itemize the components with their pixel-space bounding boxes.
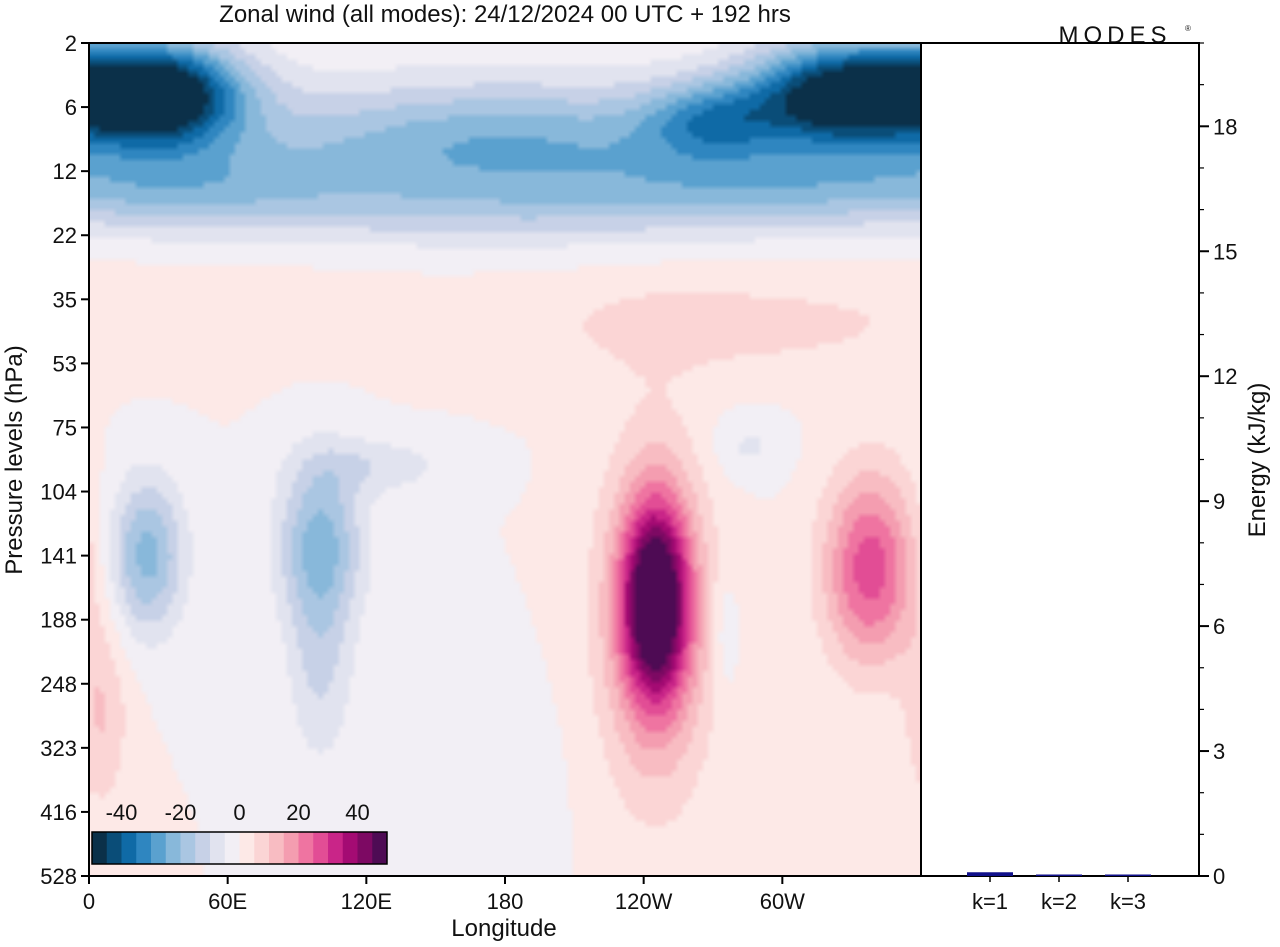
chart-title: Zonal wind (all modes): 24/12/2024 00 UT… (219, 1, 791, 28)
y-tick-label: 35 (53, 287, 77, 312)
colorbar-swatch (328, 832, 344, 864)
energy-tick-label: 0 (1213, 864, 1225, 889)
x-tick-label: 60W (760, 889, 805, 914)
colorbar-swatch (136, 832, 152, 864)
colorbar-swatch (106, 832, 122, 864)
colorbar-swatch (269, 832, 285, 864)
x-axis-label: Longitude (451, 915, 556, 942)
heatmap-field (89, 43, 921, 876)
longitude-axis: 0 60E 120E 180 120W 60W (83, 876, 805, 914)
y-tick-label: 323 (40, 736, 77, 761)
y-tick-label: 188 (40, 608, 77, 633)
registered-mark: ® (1185, 24, 1191, 33)
colorbar-swatch (92, 832, 108, 864)
y-tick-label: 2 (65, 31, 77, 56)
colorbar-swatch (357, 832, 373, 864)
energy-tick-label: 15 (1213, 239, 1237, 264)
y-tick-label: 6 (65, 95, 77, 120)
y-tick-label: 53 (53, 351, 77, 376)
pressure-axis: 2 6 12 22 35 53 75 104 141 188 248 323 416 528 (40, 31, 89, 889)
colorbar-label: 40 (345, 800, 369, 825)
colorbar-swatch (210, 832, 226, 864)
colorbar-swatch (372, 832, 388, 864)
colorbar-swatch (195, 832, 211, 864)
energy-axis-label: Energy (kJ/kg) (1244, 383, 1271, 538)
colorbar-swatch (283, 832, 299, 864)
y-tick-label: 12 (53, 159, 77, 184)
y-tick-label: 528 (40, 864, 77, 889)
x-tick-label: 0 (83, 889, 95, 914)
k-label: k=2 (1041, 889, 1077, 914)
colorbar-swatch (165, 832, 181, 864)
x-tick-label: 120W (615, 889, 673, 914)
y-tick-label: 416 (40, 800, 77, 825)
energy-tick-label: 18 (1213, 114, 1237, 139)
colorbar-label: 20 (286, 800, 310, 825)
k-label: k=1 (972, 889, 1008, 914)
colorbar-label: 0 (233, 800, 245, 825)
colorbar-frame (91, 831, 388, 865)
x-tick-label: 180 (487, 889, 524, 914)
k-label: k=3 (1110, 889, 1146, 914)
y-tick-label: 22 (53, 223, 77, 248)
energy-tick-label: 9 (1213, 489, 1225, 514)
colorbar-swatch (180, 832, 196, 864)
y-tick-label: 141 (40, 544, 77, 569)
heatmap-plot (89, 43, 921, 876)
y-axis-label: Pressure levels (hPa) (1, 345, 28, 574)
colorbar-label: -40 (106, 800, 138, 825)
y-tick-label: 248 (40, 672, 77, 697)
energy-bar-k3 (1105, 874, 1151, 876)
y-tick-label: 104 (40, 480, 77, 505)
y-tick-label: 75 (53, 415, 77, 440)
x-tick-label: 120E (341, 889, 392, 914)
energy-tick-label: 6 (1213, 614, 1225, 639)
colorbar-swatch (121, 832, 137, 864)
colorbar-swatch (239, 832, 255, 864)
energy-axis: 0 3 6 9 12 15 18 (1199, 42, 1237, 889)
colorbar-swatch (342, 832, 358, 864)
wavenumber-axis: k=1 k=2 k=3 (972, 876, 1146, 914)
colorbar-swatch (298, 832, 314, 864)
x-tick-label: 60E (208, 889, 247, 914)
energy-tick-label: 3 (1213, 739, 1225, 764)
energy-panel (920, 42, 1200, 877)
energy-bar-k2 (1036, 874, 1082, 876)
energy-bar-k1 (967, 872, 1013, 876)
colorbar-label: -20 (165, 800, 197, 825)
colorbar-swatch (224, 832, 240, 864)
colorbar-swatch (151, 832, 167, 864)
energy-tick-label: 12 (1213, 364, 1237, 389)
colorbar: -40 -20 0 20 40 (91, 800, 388, 865)
colorbar-swatch (313, 832, 329, 864)
colorbar-swatch (254, 832, 270, 864)
energy-bars (967, 872, 1151, 876)
